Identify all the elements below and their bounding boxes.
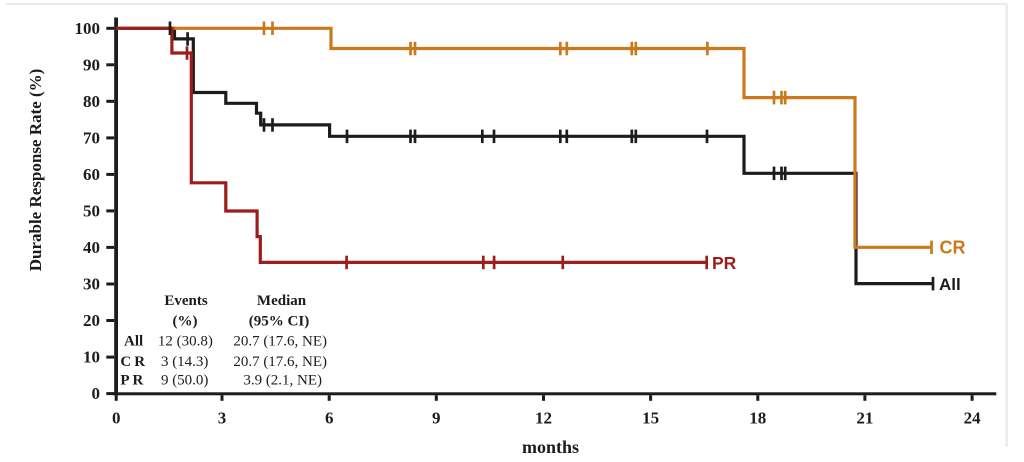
svg-text:(%): (%) bbox=[173, 314, 198, 330]
svg-text:0: 0 bbox=[112, 409, 121, 428]
svg-text:CR: CR bbox=[120, 354, 148, 370]
svg-text:10: 10 bbox=[83, 348, 100, 367]
svg-text:months: months bbox=[522, 437, 579, 457]
svg-text:Events: Events bbox=[164, 293, 208, 309]
svg-text:20: 20 bbox=[83, 311, 100, 330]
svg-text:70: 70 bbox=[83, 128, 100, 147]
svg-text:18: 18 bbox=[749, 409, 766, 428]
svg-text:All: All bbox=[939, 275, 961, 294]
svg-text:6: 6 bbox=[325, 409, 334, 428]
svg-text:40: 40 bbox=[83, 238, 100, 257]
svg-text:9 (50.0): 9 (50.0) bbox=[161, 373, 209, 389]
svg-text:3.9 (2.1, NE): 3.9 (2.1, NE) bbox=[243, 373, 322, 389]
svg-text:0: 0 bbox=[92, 384, 101, 403]
svg-text:9: 9 bbox=[432, 409, 441, 428]
svg-text:24: 24 bbox=[964, 409, 982, 428]
svg-text:PR: PR bbox=[712, 253, 737, 273]
svg-text:50: 50 bbox=[83, 201, 100, 220]
svg-text:All: All bbox=[124, 334, 143, 350]
svg-text:CR: CR bbox=[940, 238, 966, 258]
svg-text:15: 15 bbox=[642, 409, 659, 428]
svg-text:Durable Response Rate (%): Durable Response Rate (%) bbox=[26, 69, 45, 272]
svg-text:21: 21 bbox=[856, 409, 873, 428]
svg-text:20.7 (17.6, NE): 20.7 (17.6, NE) bbox=[233, 334, 327, 350]
svg-text:PR: PR bbox=[120, 373, 146, 389]
svg-text:60: 60 bbox=[83, 165, 100, 184]
svg-text:20.7 (17.6, NE): 20.7 (17.6, NE) bbox=[233, 354, 327, 370]
svg-text:12: 12 bbox=[535, 409, 552, 428]
svg-text:12 (30.8): 12 (30.8) bbox=[158, 334, 213, 350]
svg-text:90: 90 bbox=[83, 55, 100, 74]
svg-text:3: 3 bbox=[218, 409, 227, 428]
svg-text:100: 100 bbox=[75, 19, 101, 38]
svg-text:80: 80 bbox=[83, 92, 100, 111]
svg-text:Median: Median bbox=[257, 293, 307, 309]
svg-text:30: 30 bbox=[83, 275, 100, 294]
svg-text:3 (14.3): 3 (14.3) bbox=[161, 354, 209, 370]
svg-text:(95% CI): (95% CI) bbox=[249, 314, 309, 330]
